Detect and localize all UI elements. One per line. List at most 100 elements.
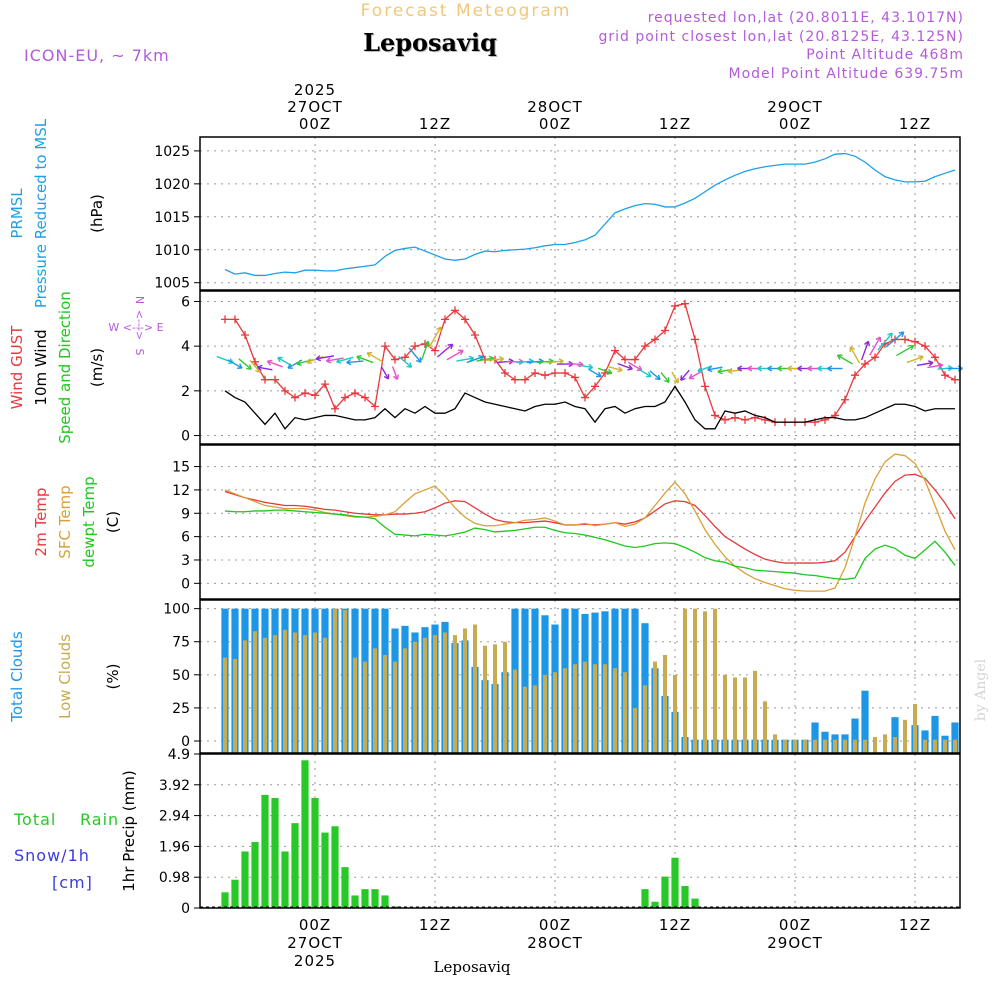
bottom-time-label: 12Z [419,916,451,934]
wind-arrow [697,365,713,372]
bar-low_clouds [373,648,377,753]
bar-low_clouds [743,677,747,753]
bar-low_clouds [353,657,357,753]
wind-arrowhead [296,359,302,367]
gust-marker [851,371,859,380]
gust-marker [731,413,739,422]
bar-low_clouds [323,637,327,753]
gust-marker [521,375,529,384]
gust-marker [461,315,469,324]
wind-arrow [577,364,593,369]
bar-low_clouds [923,739,927,753]
wind-arrowhead [257,364,263,372]
bar-low_clouds [853,739,857,753]
gust-marker [921,342,929,351]
panel-label: SFC Temp [56,485,74,558]
wind-arrowhead [767,365,773,372]
gridpoint-coords: grid point closest lon,lat (20.8125E, 43… [598,29,964,45]
wind-arrow [316,355,334,360]
wind-arrowhead [937,362,944,369]
top-time-label: 28OCT [527,98,583,116]
bar-rain [271,798,279,908]
bottom-time-label: 29OCT [767,934,823,952]
gust-marker [401,353,409,362]
wind-arrowhead [898,331,905,338]
panel-label: dewpt Temp [80,476,98,567]
bar-low_clouds [263,637,267,753]
gust-marker [371,402,379,411]
top-time-label: 29OCT [767,98,823,116]
bar-low_clouds [343,609,347,753]
bar-low_clouds [513,669,517,753]
wind-arrow [326,357,344,362]
gust-marker [721,415,729,424]
gust-marker [611,346,619,355]
wind-arrowhead [356,354,362,361]
gust-marker [661,326,669,335]
y-tick-label: 1005 [154,276,190,292]
wind-arrow [536,360,554,364]
wind-arrow [607,365,623,372]
bottom-time-label: 00Z [779,916,811,934]
y-tick-label: 4 [181,339,190,355]
compass-ns-arrow: <---> [133,310,146,340]
bar-low_clouds [813,739,817,753]
wind-arrowhead [817,365,823,372]
gust-marker [221,315,229,324]
bar-total_clouds [861,690,869,753]
series-dewpt-line [224,509,956,581]
bar-low_clouds [723,674,727,753]
y-tick-label: 6 [181,530,190,546]
wind-arrowhead [928,360,934,367]
wind-arrowhead [645,371,652,378]
gust-marker [301,389,309,398]
gust-marker [511,375,519,384]
bottom-time-label: 12Z [899,916,931,934]
wind-arrow [446,349,464,361]
bar-low_clouds [753,670,757,753]
gust-marker [711,411,719,420]
wind-arrow [257,366,273,371]
bar-low_clouds [483,645,487,753]
y-tick-label: 25 [172,701,190,717]
wind-arrow [588,368,602,378]
panel-label: (%) [104,664,122,690]
y-tick-label: 1020 [154,177,190,193]
bar-low_clouds [493,644,497,753]
wind-arrowhead [727,367,733,375]
wind-arrow [356,355,374,364]
bottom-time-label: 00Z [539,916,571,934]
top-time-label: 2025 [294,81,336,99]
wind-arrowhead [587,363,594,371]
bar-low_clouds [463,628,467,753]
top-time-label: 12Z [419,115,451,133]
series-wind-line [224,385,955,430]
bar-rain [241,851,249,908]
bar-rain [671,857,679,908]
wind-arrowhead [336,357,342,364]
wind-arrowhead [306,358,312,365]
gust-marker [571,373,579,382]
wind-arrow [680,369,690,381]
wind-arrowhead [315,355,322,362]
panel-label: Pressure Reduced to MSL [32,118,50,308]
wind-arrow [597,367,613,374]
wind-arrow [566,362,584,366]
top-time-label: 27OCT [287,98,343,116]
wind-arrow [837,354,853,365]
gust-marker [331,404,339,413]
gust-marker [431,346,439,355]
wind-arrow [649,370,661,380]
bar-low_clouds [333,608,337,753]
wind-arrow [660,372,670,383]
panel-label: (m/s) [88,348,106,387]
wind-arrowhead [664,377,670,383]
bar-low_clouds [803,739,807,753]
bar-low_clouds [543,674,547,753]
series-gust-line [225,302,956,423]
bar-rain [311,798,319,908]
y-tick-label: 50 [172,668,190,684]
bar-low_clouds [793,739,797,753]
wind-arrow [860,341,870,361]
